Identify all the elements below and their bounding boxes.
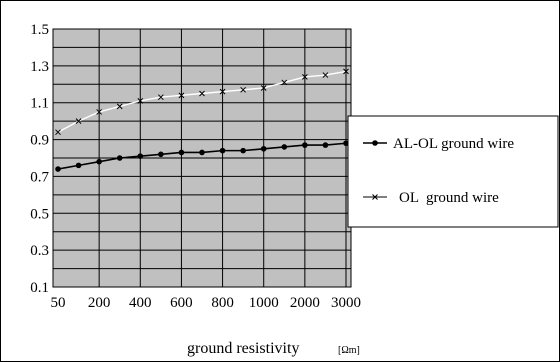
x-axis-label: ground resistivity	[187, 340, 299, 357]
y-tick-label: 1.5	[30, 22, 49, 38]
x-tick-label: 400	[129, 295, 152, 311]
data-point	[322, 72, 329, 78]
legend-entry-ol: OL ground wire	[363, 190, 499, 206]
data-point	[240, 147, 246, 154]
legend-label-al-ol: AL-OL ground wire	[393, 136, 514, 152]
legend-marker-x-icon	[372, 194, 378, 200]
series-al-ol-ground-wire	[55, 140, 349, 172]
data-point	[96, 109, 102, 115]
data-point	[260, 145, 267, 152]
y-tick-label: 0.5	[30, 206, 49, 222]
data-point	[75, 118, 82, 124]
data-point	[116, 103, 123, 110]
y-tick-label: 0.3	[30, 243, 49, 259]
legend-marker-dot-icon	[372, 140, 378, 146]
x-tick-labels: 50 200 400 600 800 1000 2000 3000	[51, 295, 362, 311]
data-point	[178, 92, 185, 99]
data-point	[137, 98, 144, 104]
data-point	[281, 144, 288, 150]
data-point	[219, 147, 226, 154]
data-point	[343, 68, 349, 75]
data-point	[158, 94, 164, 101]
y-tick-label: 0.1	[30, 280, 49, 296]
x-tick-label: 3000	[331, 295, 361, 311]
data-point	[219, 88, 226, 95]
data-point	[178, 149, 185, 156]
data-point	[199, 149, 205, 156]
legend-label-ol: OL ground wire	[399, 190, 499, 206]
x-tick-label: 600	[170, 295, 193, 311]
data-point	[55, 166, 61, 172]
data-point	[322, 142, 329, 148]
data-point	[75, 162, 82, 169]
data-point	[343, 140, 349, 147]
data-point	[281, 79, 288, 86]
legend-box	[347, 115, 559, 228]
x-axis-unit: [Ωm]	[338, 345, 360, 356]
x-tick-label: 50	[51, 295, 66, 311]
grid-lines	[53, 29, 351, 287]
data-point	[116, 155, 123, 161]
x-tick-label: 200	[88, 295, 111, 311]
data-point	[55, 129, 61, 136]
x-tick-label: 2000	[290, 295, 320, 311]
legend-entry-al-ol: AL-OL ground wire	[363, 136, 514, 152]
y-tick-labels: 0.1 0.3 0.5 0.7 0.9 1.1 1.3 1.5	[30, 22, 49, 296]
x-tick-label: 1000	[249, 295, 279, 311]
series-layer	[55, 68, 349, 172]
x-tick-label: 800	[211, 295, 234, 311]
data-point	[199, 90, 205, 97]
data-point	[96, 158, 102, 165]
data-point	[240, 86, 246, 93]
y-tick-label: 1.3	[30, 59, 49, 75]
data-point	[137, 153, 144, 159]
y-tick-label: 0.9	[30, 133, 49, 149]
series-ol-ground-wire	[55, 68, 349, 136]
y-tick-label: 0.7	[30, 169, 49, 185]
data-point	[158, 151, 164, 158]
data-point	[260, 85, 267, 91]
x-axis-title: ground resistivity [Ωm]	[187, 340, 360, 357]
legend: AL-OL ground wire OL ground wire	[347, 115, 559, 228]
data-point	[302, 74, 308, 80]
data-point	[302, 142, 308, 148]
y-tick-label: 1.1	[30, 96, 49, 112]
